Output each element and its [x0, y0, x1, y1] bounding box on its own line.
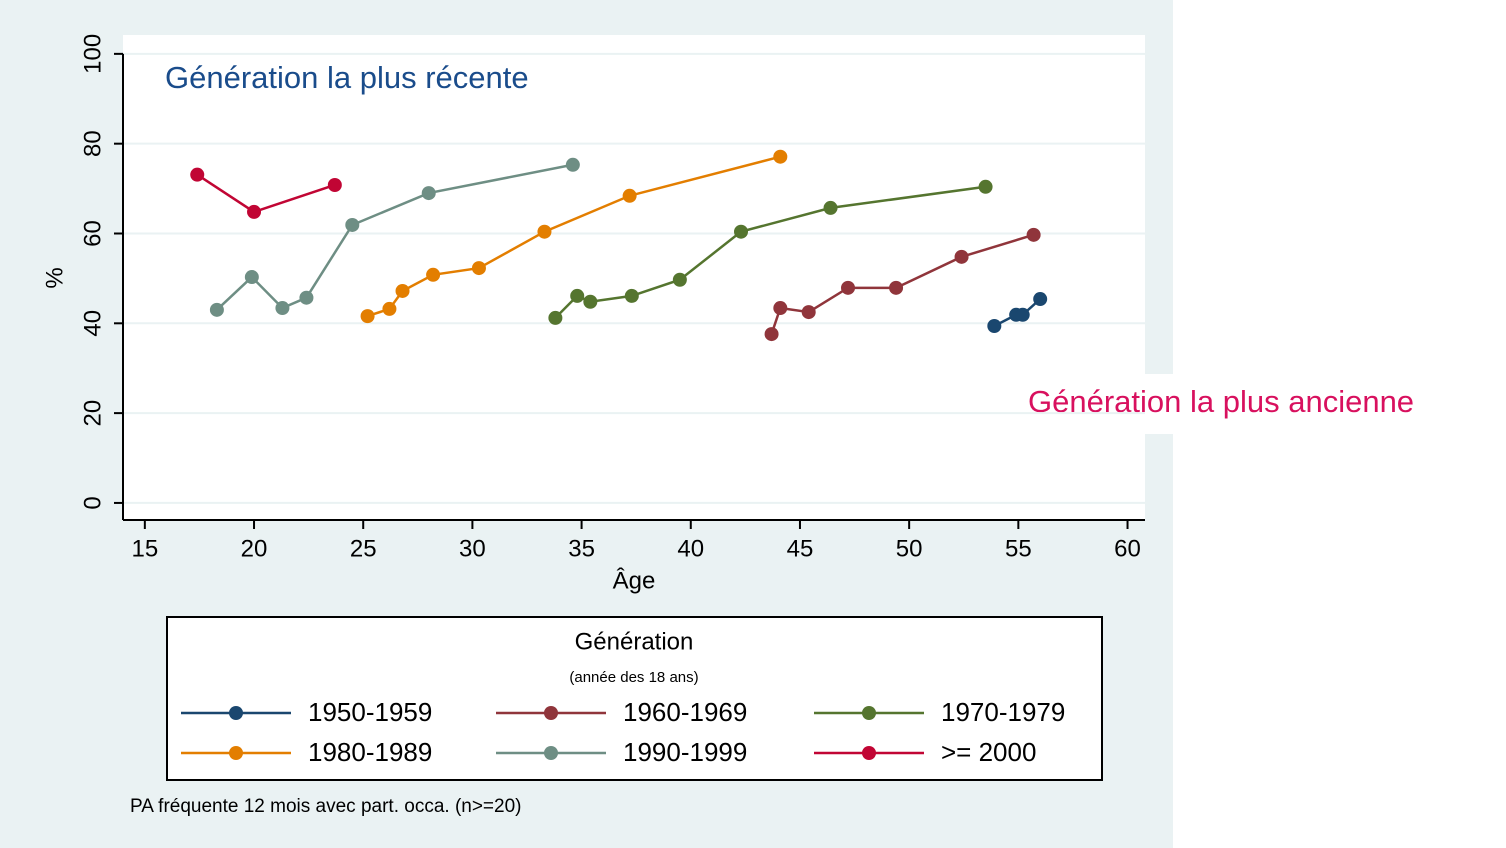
- point: [345, 217, 360, 232]
- legend-title: Génération: [575, 628, 694, 655]
- x-tick-label: 40: [677, 535, 704, 562]
- point: [734, 224, 749, 239]
- legend-marker: [544, 706, 558, 720]
- point: [622, 188, 637, 203]
- y-axis-title: %: [41, 267, 68, 288]
- note: PA fréquente 12 mois avec part. occa. (n…: [130, 796, 522, 817]
- y-tick-label: 80: [79, 130, 106, 157]
- point: [565, 157, 580, 172]
- x-tick-label: 25: [350, 535, 377, 562]
- point: [1015, 307, 1030, 322]
- legend-label: >= 2000: [941, 737, 1036, 767]
- x-tick-label: 50: [896, 535, 923, 562]
- y-tick-label: 40: [79, 310, 106, 337]
- point: [327, 177, 342, 192]
- legend-label: 1990-1999: [623, 737, 747, 767]
- x-tick-label: 15: [131, 535, 158, 562]
- x-axis-title: Âge: [613, 567, 656, 594]
- x-tick-label: 45: [787, 535, 814, 562]
- legend-subtitle: (année des 18 ans): [569, 669, 698, 686]
- legend-label: 1950-1959: [308, 697, 432, 727]
- point: [360, 309, 375, 324]
- y-tick-label: 60: [79, 220, 106, 247]
- point: [1033, 292, 1048, 307]
- legend-marker: [229, 706, 243, 720]
- point: [548, 310, 563, 325]
- point: [954, 249, 969, 264]
- legend-marker: [862, 706, 876, 720]
- point: [773, 301, 788, 316]
- point: [570, 288, 585, 303]
- point: [823, 200, 838, 215]
- point: [190, 167, 205, 182]
- annotation-box: [1008, 374, 1506, 434]
- point: [672, 272, 687, 287]
- point: [987, 319, 1002, 333]
- legend-marker: [229, 746, 243, 760]
- point: [801, 305, 816, 320]
- point: [421, 186, 436, 201]
- point: [978, 179, 993, 194]
- legend-label: 1970-1979: [941, 697, 1065, 727]
- x-tick-label: 35: [568, 535, 595, 562]
- point: [841, 280, 856, 295]
- point: [764, 327, 779, 342]
- point: [209, 302, 224, 317]
- legend-marker: [544, 746, 558, 760]
- legend-label: 1980-1989: [308, 737, 432, 767]
- legend-label: 1960-1969: [623, 697, 747, 727]
- point: [889, 280, 904, 295]
- x-tick-label: 60: [1114, 535, 1141, 562]
- point: [382, 301, 397, 316]
- point: [244, 270, 259, 285]
- point: [426, 267, 441, 282]
- x-tick-label: 30: [459, 535, 486, 562]
- point: [395, 283, 410, 298]
- y-tick-label: 0: [79, 496, 106, 509]
- annotation: Génération la plus récente: [165, 60, 529, 95]
- point: [583, 294, 598, 309]
- point: [299, 290, 314, 305]
- legend: [166, 616, 1103, 781]
- plot: 0 20 40 60 80 100 15 20 25 30 35 40 45 50 55 60: [79, 34, 1145, 562]
- legend-marker: [862, 746, 876, 760]
- y-tick-label: 20: [79, 400, 106, 427]
- point: [275, 301, 290, 316]
- plot-area: [123, 35, 1145, 520]
- y-tick-label: 100: [79, 34, 106, 74]
- point: [773, 149, 788, 164]
- point: [537, 224, 552, 239]
- x-tick-label: 55: [1005, 535, 1032, 562]
- point: [471, 261, 486, 276]
- point: [247, 204, 262, 219]
- point: [624, 288, 639, 303]
- x-tick-label: 20: [241, 535, 268, 562]
- point: [1026, 227, 1041, 242]
